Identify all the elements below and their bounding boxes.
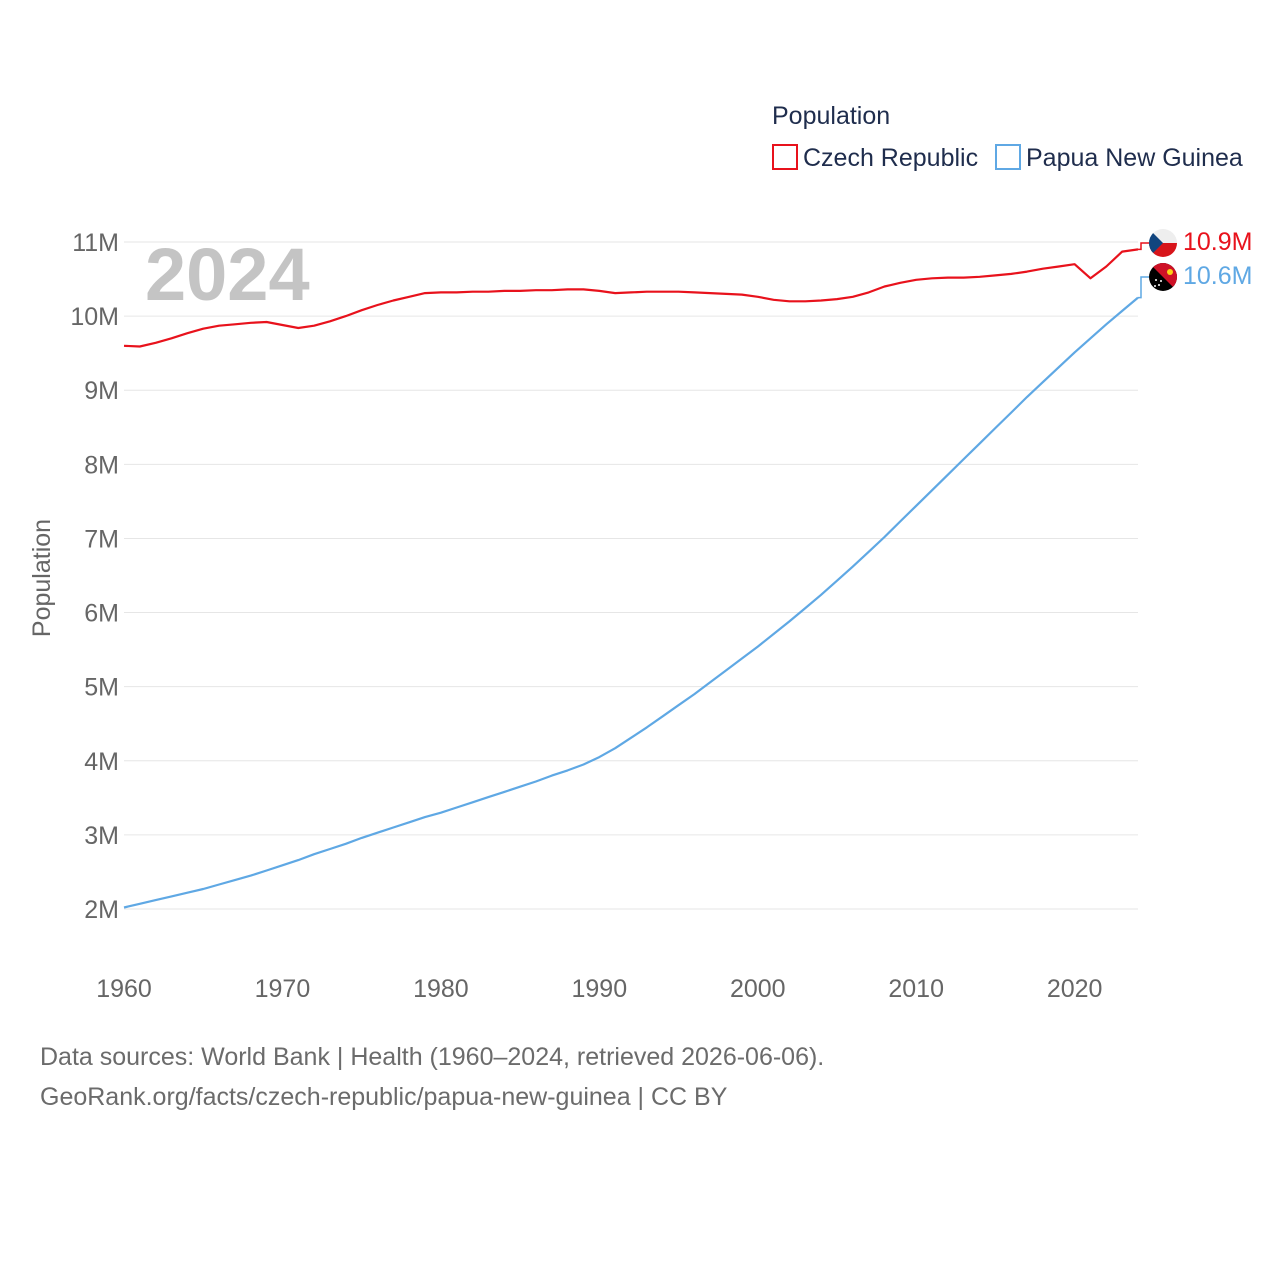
end-markers: [1138, 242, 1149, 299]
y-tick-label: 6M: [84, 600, 119, 628]
x-tick-label: 1960: [96, 975, 152, 1003]
czech-flag-icon: [1149, 229, 1177, 257]
legend-label-czech-republic: Czech Republic: [803, 144, 978, 172]
y-axis-label: Population: [28, 519, 56, 637]
footer-sources: Data sources: World Bank | Health (1960–…: [40, 1043, 825, 1071]
legend-label-papua-new-guinea: Papua New Guinea: [1026, 144, 1243, 172]
series-lines: [123, 248, 1139, 909]
y-tick-label: 10M: [70, 303, 119, 331]
x-tick-label: 1980: [413, 975, 469, 1003]
end-label-czech-republic: 10.9M: [1183, 228, 1252, 256]
y-tick-label: 3M: [84, 822, 119, 850]
papua-new-guinea-flag-icon: [1149, 263, 1177, 291]
gridlines: [124, 241, 1138, 910]
end-connector-papua-new-guinea: [1138, 276, 1149, 299]
x-tick-label: 2010: [888, 975, 944, 1003]
y-axis-ticks: 2M 3M 4M 5M 6M 7M 8M 9M 10M 11M: [70, 229, 119, 924]
y-tick-label: 4M: [84, 748, 119, 776]
y-tick-label: 9M: [84, 377, 119, 405]
x-tick-label: 1990: [572, 975, 628, 1003]
series-line-papua-new-guinea: [123, 296, 1139, 909]
x-tick-label: 2020: [1047, 975, 1103, 1003]
y-tick-label: 2M: [84, 896, 119, 924]
legend-item-czech-republic[interactable]: Czech Republic: [772, 144, 978, 172]
legend-item-papua-new-guinea[interactable]: Papua New Guinea: [995, 144, 1243, 172]
year-overlay: 2024: [145, 233, 310, 316]
end-label-papua-new-guinea: 10.6M: [1183, 262, 1252, 290]
x-axis-ticks: 1960 1970 1980 1990 2000 2010 2020: [96, 975, 1102, 1003]
y-tick-label: 11M: [72, 229, 119, 257]
end-connector-czech-republic: [1138, 242, 1149, 251]
series-line-czech-republic: [123, 248, 1139, 348]
legend[interactable]: Population Czech Republic Papua New Guin…: [772, 102, 1243, 172]
y-tick-label: 7M: [84, 525, 119, 553]
x-tick-label: 2000: [730, 975, 786, 1003]
legend-swatch-czech-republic: [772, 144, 798, 170]
legend-title: Population: [772, 102, 890, 130]
y-tick-label: 5M: [84, 674, 119, 702]
x-tick-label: 1970: [255, 975, 311, 1003]
legend-swatch-papua-new-guinea: [995, 144, 1021, 170]
y-tick-label: 8M: [84, 451, 119, 479]
footer-attribution: GeoRank.org/facts/czech-republic/papua-n…: [40, 1083, 728, 1111]
